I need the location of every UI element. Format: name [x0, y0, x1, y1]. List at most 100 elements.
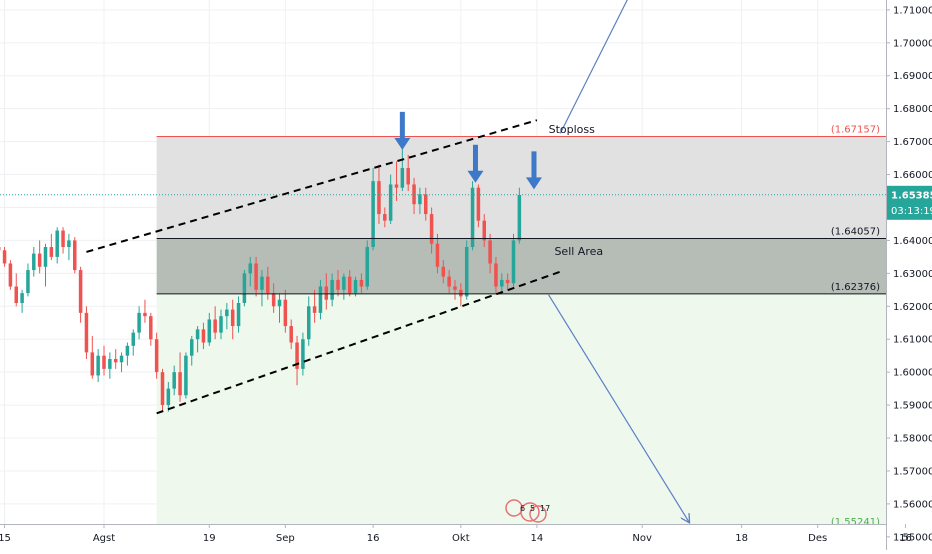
candle-body: [336, 280, 340, 290]
candle-body: [55, 231, 59, 257]
candle-body: [307, 306, 311, 339]
x-axis-background: [0, 524, 886, 550]
candle-body: [32, 254, 36, 270]
candle-body: [38, 254, 42, 267]
candle-body: [389, 184, 393, 220]
current-price-badge[interactable]: 1.65385 03:13:19: [887, 186, 932, 220]
candle-body: [465, 247, 469, 296]
candle-body: [325, 287, 329, 300]
candle-body: [260, 277, 264, 290]
annotation-text: Stoploss: [549, 123, 596, 136]
x-tick-label: Agst: [93, 533, 115, 544]
candle-body: [442, 267, 446, 277]
y-tick-label: 1.70000: [893, 38, 932, 49]
stoploss-label: (1.67157): [831, 124, 880, 135]
candle-body: [91, 352, 95, 375]
sell-area-top-label: (1.64057): [831, 227, 880, 238]
candle-body: [248, 263, 252, 273]
candle-body: [114, 359, 118, 362]
candle-body: [272, 293, 276, 306]
y-tick-label: 1.62000: [893, 302, 932, 313]
target-zone: [157, 294, 932, 529]
candle-body: [453, 287, 457, 290]
candle-body: [219, 316, 223, 332]
candle-body: [143, 313, 147, 316]
x-tick-label: 19: [203, 533, 216, 544]
candle-body: [365, 247, 369, 287]
candle-body: [342, 277, 346, 290]
candle-body: [137, 313, 141, 333]
candle-body: [506, 280, 510, 283]
candle-body: [108, 359, 112, 369]
candle-body: [424, 194, 428, 214]
candle-body: [208, 319, 212, 342]
candle-body: [61, 231, 65, 247]
candle-body: [50, 247, 54, 257]
current-price-value: 1.65385: [891, 190, 932, 201]
zones: [157, 136, 932, 528]
candle-body: [67, 240, 71, 247]
x-tick-label: 18: [735, 533, 748, 544]
candle-body: [161, 372, 165, 405]
candle-body: [313, 306, 317, 313]
candle-body: [395, 184, 399, 187]
x-tick-label: 15: [0, 533, 11, 544]
candle-body: [44, 247, 48, 267]
sell-area-bottom-label: (1.62376): [831, 282, 880, 293]
candle-body: [3, 250, 7, 263]
candle-body: [20, 293, 24, 303]
candle-body: [430, 214, 434, 244]
candle-body: [447, 277, 451, 287]
candle-body: [436, 244, 440, 267]
candle-body: [301, 339, 305, 369]
candle-body: [360, 280, 364, 287]
y-tick-label: 1.60000: [893, 368, 932, 379]
event-badge-count: 5: [530, 504, 535, 513]
candle-body: [149, 316, 153, 339]
candle-body: [266, 277, 270, 293]
y-axis[interactable]: 1.550001.560001.570001.580001.590001.600…: [886, 0, 932, 550]
candle-body: [190, 339, 194, 355]
candle-body: [330, 280, 334, 300]
candle-body: [278, 300, 282, 307]
x-tick-label: 16: [367, 533, 380, 544]
candle-body: [284, 300, 288, 326]
candle-body: [202, 329, 206, 342]
current-price-countdown: 03:13:19: [891, 206, 932, 217]
candle-body: [102, 356, 106, 369]
sell-zone: [157, 239, 932, 294]
candle-body: [237, 303, 241, 326]
y-tick-label: 1.59000: [893, 401, 932, 412]
x-tick-label: 16: [899, 533, 912, 544]
candle-body: [243, 273, 247, 303]
candle-body: [319, 287, 323, 313]
candle-body: [383, 214, 387, 221]
candle-body: [354, 280, 358, 293]
candle-body: [406, 168, 410, 184]
signal-arrow-shaft: [473, 145, 478, 172]
candle-body: [459, 290, 463, 297]
x-tick-label: 14: [531, 533, 544, 544]
candle-body: [377, 181, 381, 214]
y-tick-label: 1.61000: [893, 335, 932, 346]
candle-body: [184, 356, 188, 396]
risk-zone: [157, 136, 932, 238]
y-tick-label: 1.64000: [893, 236, 932, 247]
x-tick-label: Okt: [452, 533, 470, 544]
candle-body: [9, 263, 13, 286]
candle-body: [289, 326, 293, 342]
candle-body: [500, 280, 504, 287]
candle-body: [131, 333, 135, 346]
candle-body: [401, 168, 405, 188]
candle-body: [477, 188, 481, 221]
candle-body: [518, 195, 522, 240]
y-tick-label: 1.69000: [893, 71, 932, 82]
candle-body: [488, 240, 492, 263]
candle-body: [231, 310, 235, 326]
y-tick-label: 1.71000: [893, 5, 932, 16]
y-tick-label: 1.68000: [893, 104, 932, 115]
event-badge-count: 17: [540, 504, 550, 513]
candle-body: [225, 310, 229, 317]
